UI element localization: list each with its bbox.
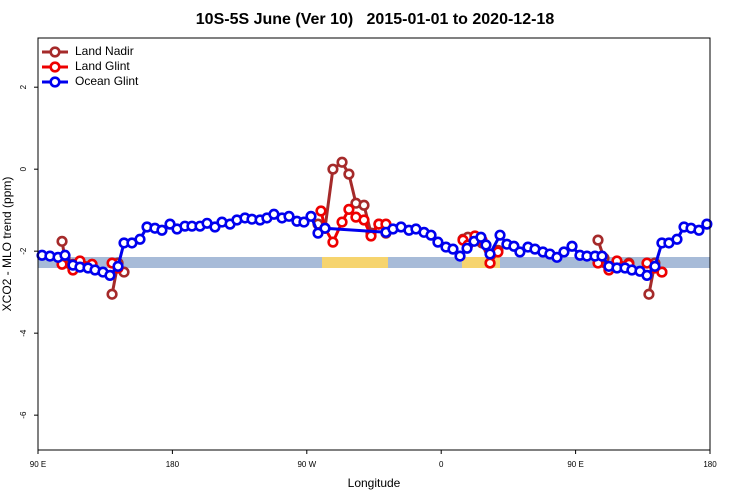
point <box>701 218 713 230</box>
point <box>461 242 473 254</box>
point <box>164 218 176 230</box>
point <box>432 236 444 248</box>
point <box>209 221 221 233</box>
point <box>425 229 437 241</box>
plot-frame <box>37 37 711 451</box>
point <box>283 210 295 222</box>
point <box>104 269 116 281</box>
point <box>447 243 459 255</box>
point <box>494 229 506 241</box>
point <box>641 269 653 281</box>
chart-title: 10S-5S June (Ver 10) 2015-01-01 to 2020-… <box>196 11 555 28</box>
point <box>319 222 331 234</box>
y-tick-label: 0 <box>19 166 28 171</box>
point <box>56 235 68 247</box>
point <box>315 205 327 217</box>
y-tick-label: -4 <box>19 329 28 337</box>
point <box>343 168 355 180</box>
point <box>480 239 492 251</box>
y-tick-label: 2 <box>19 84 28 89</box>
point <box>112 260 124 272</box>
point <box>358 199 370 211</box>
y-axis-title: XCO2 - MLO trend (ppm) <box>0 177 14 312</box>
point <box>336 156 348 168</box>
y-tick-label: -2 <box>19 247 28 255</box>
point <box>566 240 578 252</box>
point <box>343 203 355 215</box>
legend-marker <box>49 61 61 73</box>
point <box>134 233 146 245</box>
point <box>596 250 608 262</box>
point <box>336 216 348 228</box>
legend-marker <box>49 46 61 58</box>
point <box>106 288 118 300</box>
point <box>671 233 683 245</box>
point <box>643 288 655 300</box>
point <box>656 266 668 278</box>
surface-band <box>38 257 710 268</box>
point <box>59 249 71 261</box>
point <box>312 227 324 239</box>
x-tick-label: 90 E <box>567 460 583 469</box>
point <box>358 214 370 226</box>
point <box>551 251 563 263</box>
point <box>327 236 339 248</box>
point <box>298 216 310 228</box>
legend-label: Land Glint <box>75 59 130 73</box>
point <box>514 246 526 258</box>
point <box>156 224 168 236</box>
point <box>454 250 466 262</box>
legend-label: Land Nadir <box>75 44 134 58</box>
point <box>484 257 496 269</box>
point <box>305 210 317 222</box>
x-tick-label: 180 <box>166 460 180 469</box>
land-band <box>462 257 500 268</box>
point <box>558 246 570 258</box>
point <box>693 224 705 236</box>
x-tick-label: 180 <box>703 460 717 469</box>
point <box>327 163 339 175</box>
x-tick-label: 90 W <box>297 460 316 469</box>
point <box>649 260 661 272</box>
point <box>475 231 487 243</box>
x-tick-label: 0 <box>439 460 444 469</box>
x-tick-label: 90 E <box>30 460 46 469</box>
legend-marker <box>49 76 61 88</box>
point <box>592 234 604 246</box>
plot-layer <box>36 156 713 300</box>
land-band <box>322 257 388 268</box>
y-tick-label: -6 <box>19 411 28 419</box>
point <box>484 248 496 260</box>
x-axis-title: Longitude <box>348 476 401 490</box>
legend-label: Ocean Glint <box>75 74 139 88</box>
